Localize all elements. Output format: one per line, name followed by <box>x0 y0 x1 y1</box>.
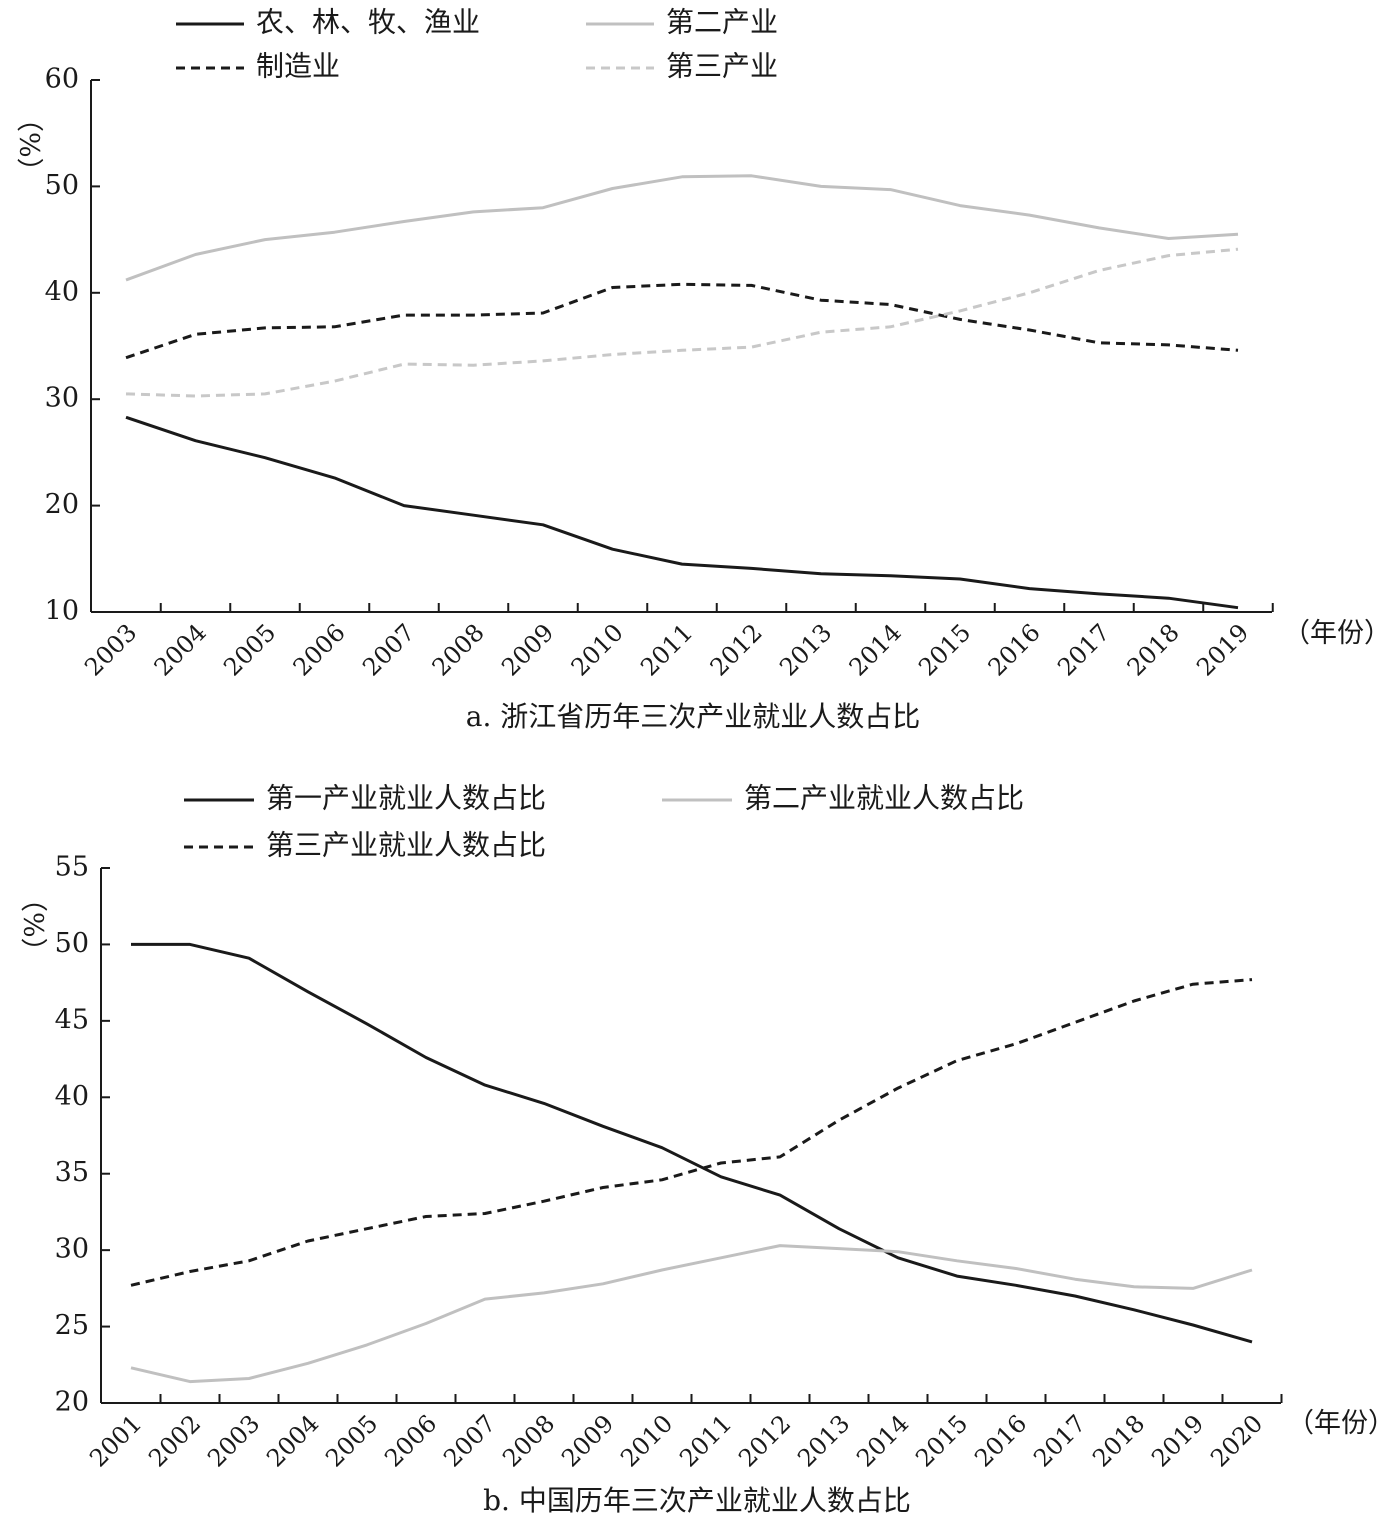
x-unit-label-a: （年份） <box>1283 618 1391 649</box>
legend-label-b-1: 第二产业就业人数占比 <box>744 782 1024 815</box>
panel-a-zhejiang: 农、林、牧、渔业 第二产业 制造业 第三产业 （%） 102030405060 … <box>13 6 1391 734</box>
y-tick-label: 50 <box>45 170 79 201</box>
legend-label-a-2: 制造业 <box>256 50 340 83</box>
x-unit-label-b: （年份） <box>1287 1408 1395 1439</box>
series-group-a <box>125 174 1239 610</box>
x-tick-label: 2016 <box>969 1409 1032 1472</box>
y-tick-label: 60 <box>45 64 79 95</box>
x-tick-label: 2014 <box>851 1409 914 1472</box>
caption-b: b. 中国历年三次产业就业人数占比 <box>483 1484 911 1517</box>
series-line-b-2 <box>130 978 1253 1287</box>
x-tick-label: 2008 <box>497 1409 560 1472</box>
x-tick-label: 2011 <box>635 618 698 681</box>
x-tick-label: 2005 <box>218 618 281 681</box>
x-tick-label: 2018 <box>1087 1409 1150 1472</box>
x-tick-label: 2016 <box>983 618 1046 681</box>
x-tick-label: 2019 <box>1191 618 1254 681</box>
x-tick-label: 2014 <box>844 618 907 681</box>
y-tick-label: 30 <box>55 1234 89 1265</box>
x-tick-label: 2017 <box>1028 1409 1091 1472</box>
series-line-a-1 <box>125 174 1239 282</box>
series-line-a-3 <box>125 247 1239 398</box>
y-tick-label: 30 <box>45 383 79 414</box>
legend-label-a-0: 农、林、牧、渔业 <box>256 6 480 39</box>
x-tick-label: 2001 <box>84 1409 147 1472</box>
x-tick-label: 2009 <box>556 1409 619 1472</box>
series-line-a-2 <box>125 282 1239 360</box>
caption-a: a. 浙江省历年三次产业就业人数占比 <box>466 700 921 733</box>
series-line-b-0 <box>131 942 1253 1344</box>
y-tick-label: 20 <box>55 1387 89 1418</box>
x-ticks-a: 2003 2004 2005 2006 2007 2008 2009 2010 2011 2012… <box>79 603 1274 681</box>
x-tick-label: 2007 <box>357 618 420 681</box>
x-tick-label: 2003 <box>79 618 142 681</box>
y-tick-label: 10 <box>45 596 79 627</box>
y-ticks-a: 10 20 30 40 50 60 <box>45 64 100 627</box>
legend-b: 第一产业就业人数占比 第二产业就业人数占比 第三产业就业人数占比 <box>184 782 1024 862</box>
x-tick-label: 2019 <box>1146 1409 1209 1472</box>
panel-b-china: 第一产业就业人数占比 第二产业就业人数占比 第三产业就业人数占比 （%） 202… <box>17 782 1395 1518</box>
series-line-a-0 <box>125 415 1239 610</box>
legend-label-a-3: 第三产业 <box>666 50 778 83</box>
x-tick-label: 2008 <box>427 618 490 681</box>
x-tick-label: 2009 <box>496 618 559 681</box>
series-line-b-1 <box>130 1244 1253 1384</box>
x-tick-label: 2007 <box>438 1409 501 1472</box>
x-ticks-b: 2001200220032004200520062007200820092010… <box>84 1394 1283 1472</box>
x-tick-label: 2004 <box>261 1409 324 1472</box>
x-tick-label: 2015 <box>910 1409 973 1472</box>
y-tick-label: 50 <box>55 928 89 959</box>
y-tick-label: 55 <box>55 852 89 883</box>
x-tick-label: 2006 <box>288 618 351 681</box>
series-group-b <box>130 942 1253 1384</box>
x-tick-label: 2002 <box>143 1409 206 1472</box>
y-tick-label: 35 <box>55 1157 89 1188</box>
legend-label-a-1: 第二产业 <box>666 6 778 39</box>
x-tick-label: 2003 <box>202 1409 265 1472</box>
x-tick-label: 2011 <box>674 1409 737 1472</box>
y-tick-label: 25 <box>55 1310 89 1341</box>
legend-a: 农、林、牧、渔业 第二产业 制造业 第三产业 <box>176 6 778 83</box>
x-tick-label: 2012 <box>705 618 768 681</box>
x-tick-label: 2010 <box>566 618 629 681</box>
y-tick-label: 20 <box>45 489 79 520</box>
x-tick-label: 2018 <box>1122 618 1185 681</box>
y-unit-label-b: （%） <box>17 885 48 965</box>
x-tick-label: 2012 <box>733 1409 796 1472</box>
x-tick-label: 2004 <box>149 618 212 681</box>
y-tick-label: 40 <box>55 1081 89 1112</box>
x-tick-label: 2005 <box>320 1409 383 1472</box>
x-tick-label: 2013 <box>774 618 837 681</box>
x-tick-label: 2015 <box>913 618 976 681</box>
legend-label-b-2: 第三产业就业人数占比 <box>266 829 546 862</box>
y-unit-label-a: （%） <box>13 105 44 185</box>
x-tick-label: 2020 <box>1205 1409 1268 1472</box>
y-tick-label: 45 <box>55 1004 89 1035</box>
legend-label-b-0: 第一产业就业人数占比 <box>266 782 546 815</box>
x-tick-label: 2017 <box>1052 618 1115 681</box>
x-tick-label: 2013 <box>792 1409 855 1472</box>
x-tick-label: 2006 <box>379 1409 442 1472</box>
y-ticks-b: 20 25 30 35 40 45 50 55 <box>55 852 110 1418</box>
y-tick-label: 40 <box>45 276 79 307</box>
x-tick-label: 2010 <box>615 1409 678 1472</box>
